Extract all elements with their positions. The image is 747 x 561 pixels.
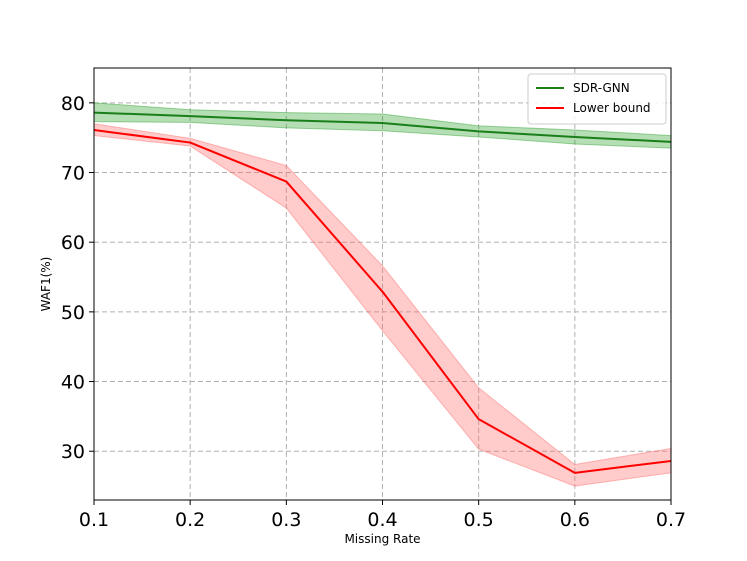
sdr-gnn-legend-label: SDR-GNN (573, 81, 630, 95)
lower-bound-legend-label: Lower bound (573, 101, 651, 115)
x-tick-label: 0.3 (271, 509, 301, 531)
x-tick-label: 0.4 (367, 509, 397, 531)
legend: SDR-GNN Lower bound (527, 73, 667, 125)
x-tick-label: 0.1 (79, 509, 109, 531)
x-tick-label: 0.7 (656, 509, 686, 531)
y-tick-label: 80 (61, 93, 85, 115)
y-tick-label: 40 (61, 372, 85, 394)
legend-box (527, 73, 667, 125)
y-tick-label: 50 (61, 302, 85, 324)
x-axis-label: Missing Rate (344, 532, 420, 546)
x-tick-label: 0.6 (560, 509, 590, 531)
y-axis-label: WAF1(%) (39, 257, 53, 312)
y-tick-label: 70 (61, 163, 85, 185)
x-tick-label: 0.5 (464, 509, 494, 531)
series-lines (93, 111, 672, 474)
axis-ticks: 0.1 0.2 0.3 0.4 0.5 0.6 0.7 30 40 50 60 70 80 (61, 93, 686, 531)
x-tick-label: 0.2 (175, 509, 205, 531)
y-tick-label: 30 (61, 441, 85, 463)
y-tick-label: 60 (61, 232, 85, 254)
